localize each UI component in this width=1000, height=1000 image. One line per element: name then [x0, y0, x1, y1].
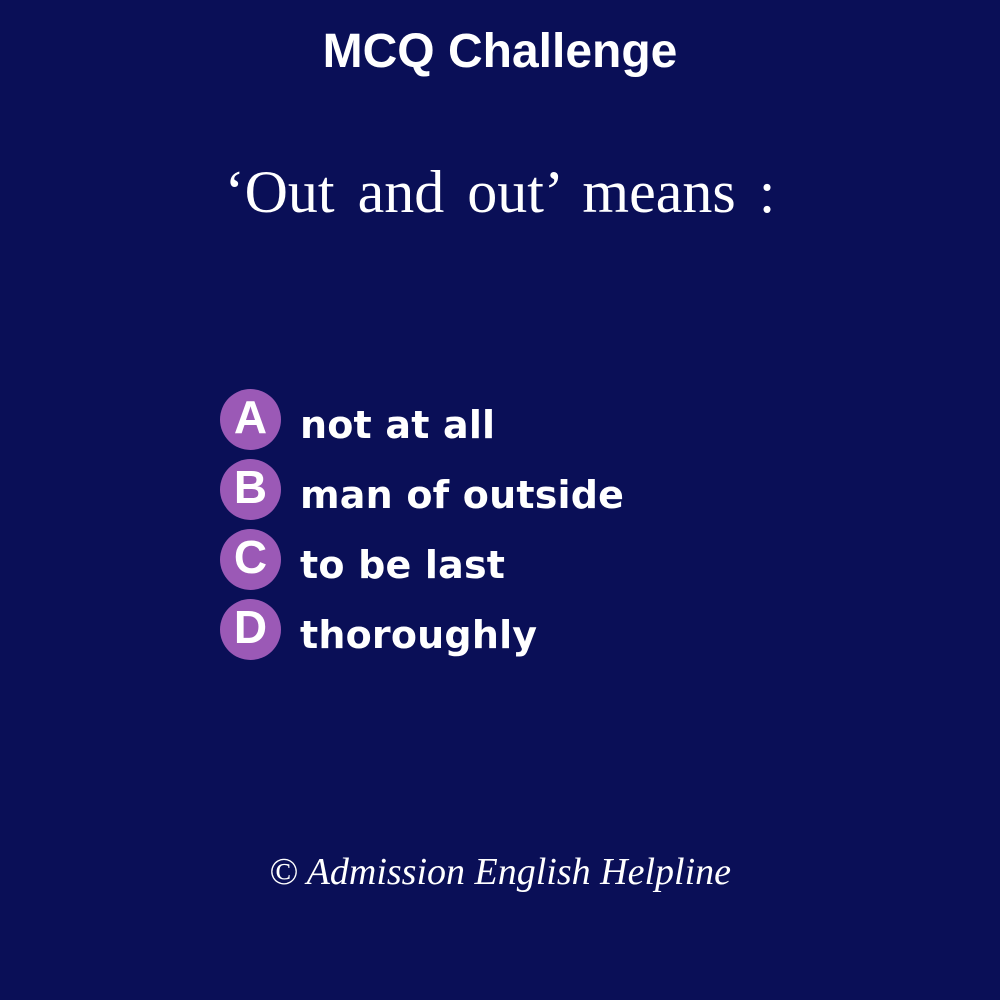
option-a-label: not at all [300, 403, 496, 447]
page-title: MCQ Challenge [322, 25, 678, 78]
option-c-badge: C [220, 529, 281, 590]
copyright-footer: © Admission English Helpline [269, 851, 731, 893]
option-c[interactable]: C to be last [220, 529, 920, 591]
option-d[interactable]: D thoroughly [220, 599, 920, 661]
question-text: ‘Out and out’ means : [224, 159, 776, 225]
option-b[interactable]: B man of outside [220, 459, 920, 521]
option-b-label: man of outside [300, 473, 625, 517]
option-c-label: to be last [300, 543, 506, 587]
option-d-badge: D [220, 599, 281, 660]
option-a[interactable]: A not at all [220, 389, 920, 451]
option-b-badge: B [220, 459, 281, 520]
option-d-label: thoroughly [300, 613, 538, 657]
option-a-badge: A [220, 389, 281, 450]
